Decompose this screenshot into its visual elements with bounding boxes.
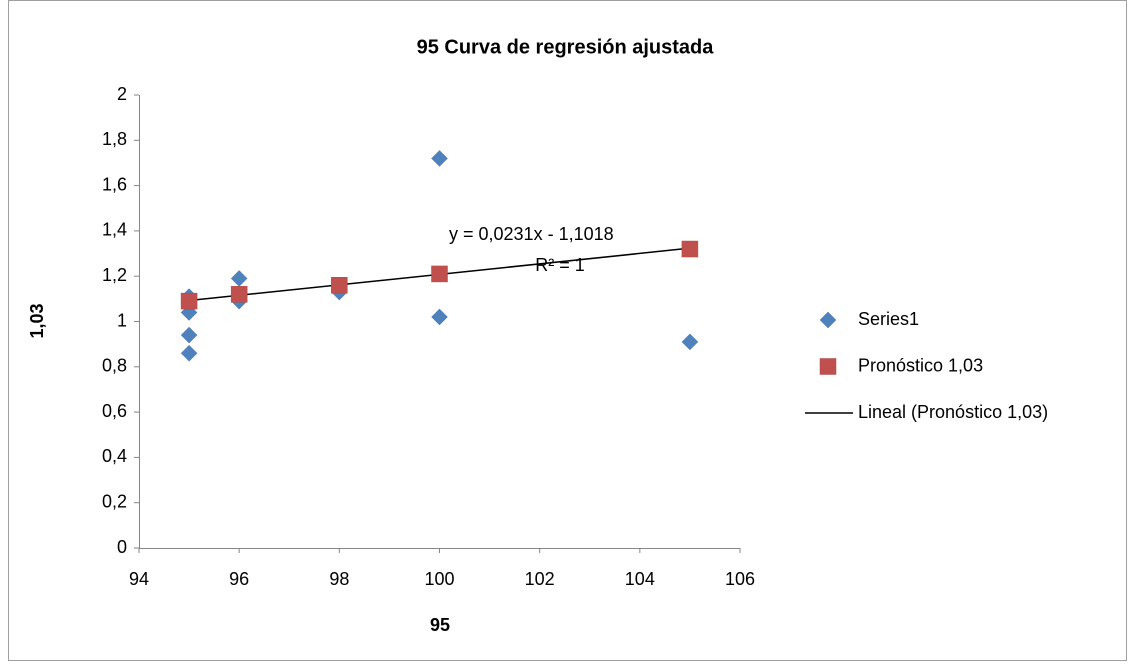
x-tick-label: 100: [424, 569, 454, 589]
data-point: [331, 277, 348, 294]
x-tick-label: 94: [129, 569, 149, 589]
legend-swatch: [819, 358, 837, 375]
x-tick-label: 96: [229, 569, 249, 589]
trendline-r2: R² = 1: [535, 255, 585, 275]
legend-label: Lineal (Pronóstico 1,03): [858, 402, 1048, 422]
data-point: [230, 286, 248, 303]
legend-label: Series1: [858, 309, 919, 329]
chart-title: 95 Curva de regresión ajustada: [417, 36, 715, 58]
data-point: [681, 240, 699, 258]
trendline-equation: y = 0,0231x - 1,1018: [449, 224, 614, 244]
y-axis-title: 1,03: [27, 303, 47, 338]
x-tick-label: 106: [725, 569, 755, 589]
y-tick-label: 0,2: [102, 491, 127, 511]
data-point: [180, 292, 198, 310]
x-tick-label: 98: [329, 569, 349, 589]
y-tick-label: 0: [117, 537, 127, 557]
x-axis-title: 95: [430, 615, 450, 635]
y-tick-label: 1,8: [102, 129, 127, 149]
x-tick-label: 104: [625, 569, 655, 589]
y-tick-label: 0,8: [102, 356, 127, 376]
data-point: [431, 150, 448, 167]
chart-border: [8, 0, 1127, 661]
data-point: [180, 344, 198, 362]
legend-label: Pronóstico 1,03: [858, 355, 983, 375]
legend-swatch: [819, 311, 837, 329]
y-tick-label: 1,6: [102, 174, 127, 194]
data-point: [180, 326, 198, 344]
y-tick-label: 0,4: [102, 446, 127, 466]
y-tick-label: 1,4: [102, 220, 127, 240]
data-point: [431, 265, 448, 283]
y-tick-label: 1,2: [102, 265, 127, 285]
data-point: [681, 333, 699, 351]
y-tick-label: 2: [117, 84, 127, 104]
data-point: [431, 308, 448, 326]
y-tick-label: 0,6: [102, 401, 127, 421]
y-tick-label: 1: [117, 310, 127, 330]
x-tick-label: 102: [525, 569, 555, 589]
